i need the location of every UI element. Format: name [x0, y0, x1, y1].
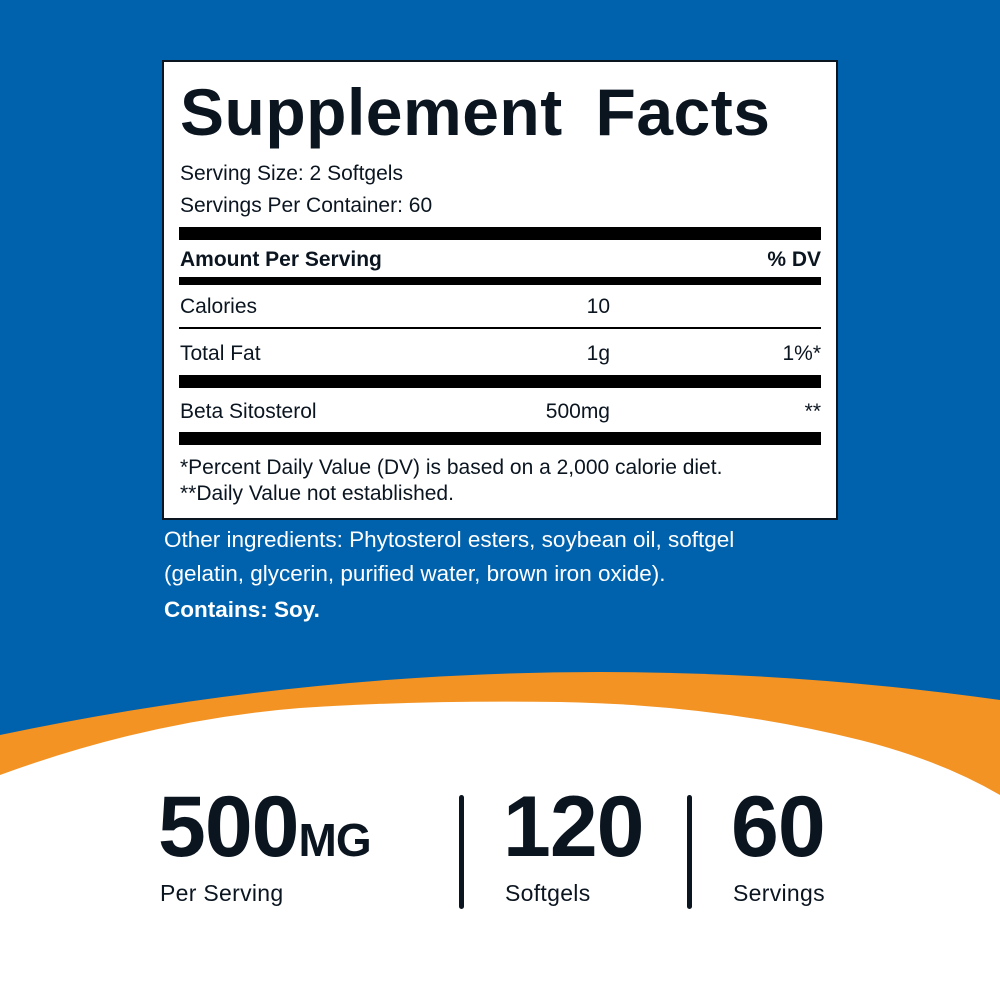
divider-thick — [179, 375, 821, 388]
row-amount: 500mg — [545, 400, 610, 423]
row-name: Calories — [180, 295, 258, 318]
stat-label: Servings — [733, 880, 825, 906]
footnote: **Daily Value not established. — [180, 482, 454, 505]
stat-label: Softgels — [505, 880, 591, 906]
dv-header: % DV — [767, 248, 821, 271]
allergen-contains: Contains: Soy. — [164, 597, 320, 622]
stat-per-serving: 500MG — [158, 784, 372, 870]
stat-value: 60 — [731, 779, 826, 875]
stat-value: 120 — [503, 779, 644, 875]
divider-medium — [179, 277, 821, 285]
stat-label: Per Serving — [160, 880, 284, 906]
other-ingredients-line2: (gelatin, glycerin, purified water, brow… — [164, 561, 666, 586]
divider-thick — [179, 227, 821, 240]
stat-divider — [459, 795, 464, 909]
stat-divider — [687, 795, 692, 909]
other-ingredients-line1: Other ingredients: Phytosterol esters, s… — [164, 527, 735, 552]
row-dv: 1%* — [782, 342, 821, 365]
panel-title: Supplement Facts — [180, 75, 771, 149]
row-amount: 10 — [586, 295, 610, 318]
stat-unit: MG — [298, 814, 372, 866]
amount-header: Amount Per Serving — [180, 248, 382, 271]
footnote: *Percent Daily Value (DV) is based on a … — [180, 456, 723, 479]
row-name: Total Fat — [180, 342, 261, 365]
row-amount: 1g — [586, 342, 610, 365]
row-name: Beta Sitosterol — [180, 400, 317, 423]
supplement-facts-panel: Supplement Facts Serving Size: 2 Softgel… — [162, 60, 838, 520]
row-dv: ** — [804, 400, 821, 423]
stat-value: 500 — [158, 779, 299, 875]
serving-size: Serving Size: 2 Softgels — [180, 162, 403, 185]
divider-thin — [179, 327, 821, 329]
servings-per-container: Servings Per Container: 60 — [180, 194, 433, 217]
divider-thick — [179, 432, 821, 445]
